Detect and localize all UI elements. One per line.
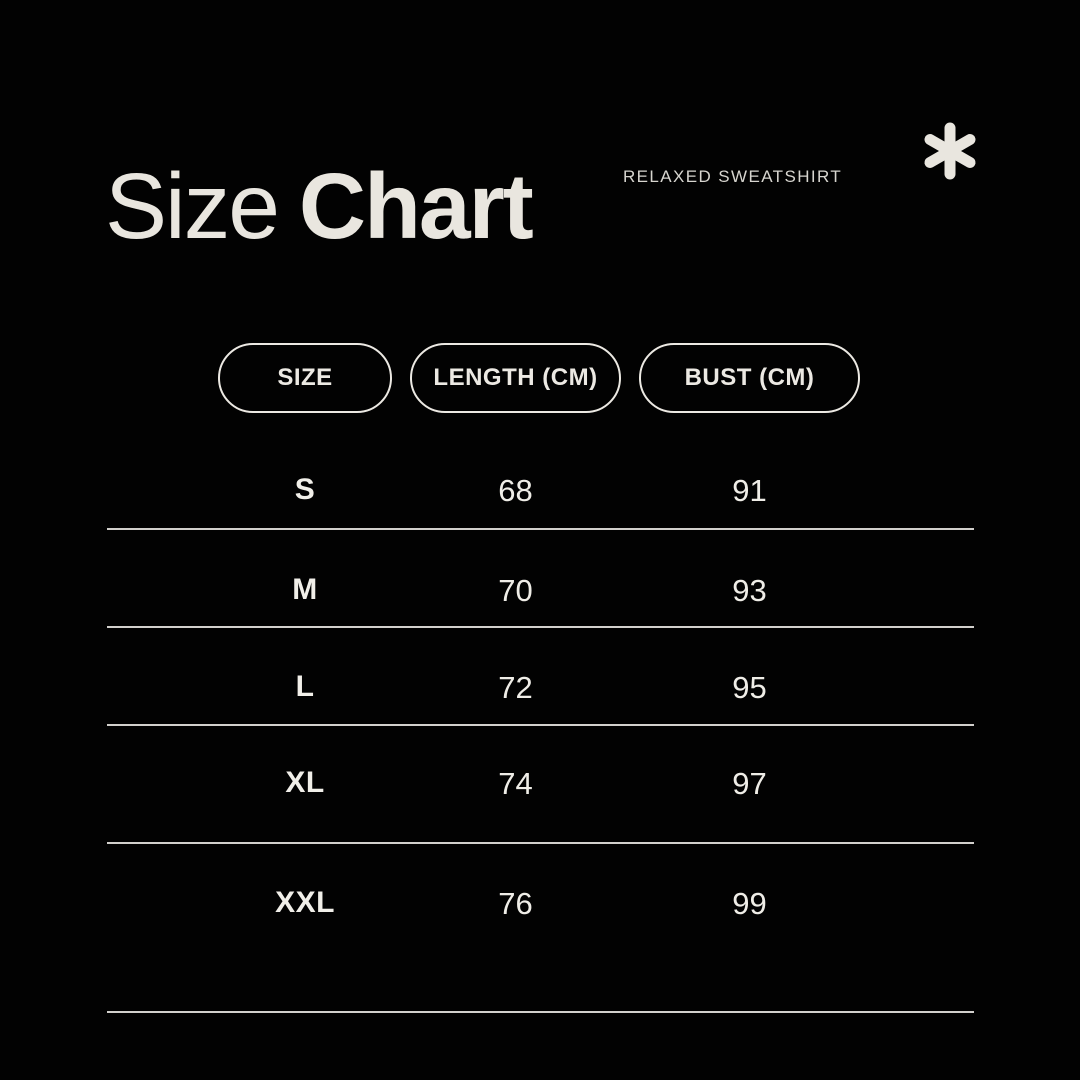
column-header-length: LENGTH (CM)	[410, 343, 621, 413]
size-value: XL	[285, 766, 325, 799]
page-title: Size Chart	[105, 160, 534, 253]
length-value: 70	[498, 573, 533, 608]
table-row-xl: XL 74 97	[107, 726, 974, 844]
page-title-regular: Size	[105, 154, 280, 259]
bust-value: 99	[732, 885, 767, 921]
length-value: 76	[498, 885, 533, 921]
bust-value: 93	[732, 573, 767, 608]
size-value: S	[294, 473, 316, 506]
asterisk-icon	[924, 122, 976, 180]
page-title-bold: Chart	[298, 154, 534, 259]
bust-value: 97	[732, 766, 767, 801]
size-value: M	[292, 573, 318, 606]
size-value: L	[295, 670, 315, 703]
table-row-s: S 68 91	[107, 412, 974, 530]
column-header-size: SIZE	[218, 343, 392, 413]
size-table: S 68 91 M 70 93 L 72 95 XL 74 97	[107, 412, 974, 1013]
bust-value: 95	[732, 670, 767, 705]
length-value: 74	[498, 766, 533, 801]
column-header-bust: BUST (CM)	[639, 343, 860, 413]
table-row-l: L 72 95	[107, 628, 974, 726]
length-value: 72	[498, 670, 533, 705]
table-column-headers: SIZE LENGTH (CM) BUST (CM)	[218, 343, 860, 413]
table-row-xxl: XXL 76 99	[107, 844, 974, 1013]
size-value: XXL	[275, 885, 335, 919]
length-value: 68	[498, 473, 533, 508]
table-row-m: M 70 93	[107, 530, 974, 628]
bust-value: 91	[732, 473, 767, 508]
product-name-label: RELAXED SWEATSHIRT	[623, 167, 843, 186]
